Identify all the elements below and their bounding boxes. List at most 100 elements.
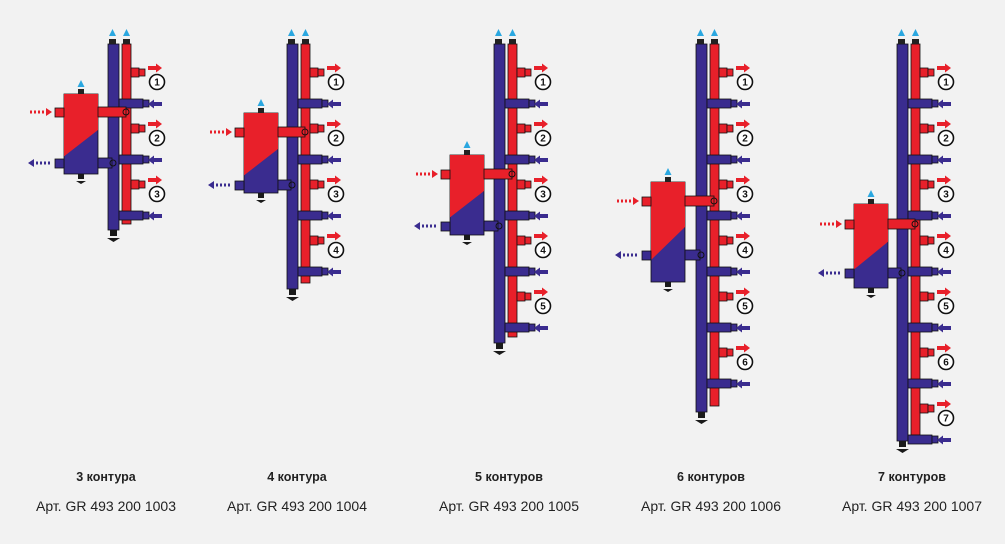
supply-outlet [920,292,928,301]
supply-outlet-end [318,125,324,132]
vent-cap [711,39,718,44]
circuit-number: 4 [333,246,339,257]
vent-cap [78,89,84,94]
return-arrow-icon-body [154,102,162,106]
circuit-number: 4 [943,246,949,257]
circuit-number: 7 [943,414,949,425]
air-vent-icon [288,29,295,36]
circuit-number: 3 [154,190,160,201]
arrow-dash [34,111,36,114]
supply-arrow-icon [736,178,744,182]
circuit-number: 3 [943,190,949,201]
return-inlet [707,211,731,220]
circuit-count-label: 6 контуров [611,470,811,484]
supply-outlet-end [525,293,531,300]
separator-supply-connection [278,127,305,137]
arrow-head [615,251,621,259]
circuit-number: 1 [742,78,748,89]
drain-tip [286,297,299,301]
return-inlet [505,99,529,108]
supply-arrow-icon-head [744,288,750,297]
vent-cap [509,39,516,44]
return-arrow-icon-body [540,158,548,162]
supply-arrow-icon-head [156,64,162,73]
article-number: Арт. GR 493 200 1005 [409,498,609,514]
arrow-dash [424,173,426,176]
vent-cap [288,39,295,44]
circuit-number: 4 [540,246,546,257]
supply-arrow-icon [937,234,945,238]
supply-outlet-end [139,69,145,76]
article-number: Арт. GR 493 200 1003 [6,498,206,514]
supply-outlet [517,68,525,77]
supply-arrow-icon-head [945,288,951,297]
arrow-dash [826,272,828,275]
drain-valve-icon [289,289,296,295]
supply-outlet-end [318,69,324,76]
supply-outlet [719,180,727,189]
air-vent-icon [868,190,875,197]
circuit-number: 6 [742,358,748,369]
circuit-number: 2 [154,134,160,145]
supply-outlet-end [928,69,934,76]
drain-tip [695,420,708,424]
return-header-pipe [108,44,119,230]
supply-outlet [131,180,139,189]
arrow-dash [416,173,418,176]
arrow-dash [832,223,834,226]
supply-arrow-icon [148,122,156,126]
arrow-dash [42,111,44,114]
circuit-number: 2 [540,134,546,145]
drain-valve-icon [698,412,705,418]
return-arrow-icon-body [742,214,750,218]
return-arrow-icon-body [742,158,750,162]
boiler-supply-arrow [210,128,232,136]
supply-arrow-icon-head [156,176,162,185]
return-arrow-icon-body [943,214,951,218]
return-inlet [707,267,731,276]
arrow-dash [623,254,625,257]
supply-arrow-icon [937,402,945,406]
drain-tip [76,181,86,184]
supply-arrow-icon [534,66,542,70]
return-inlet-end [731,156,737,163]
supply-header-pipe [710,44,719,406]
supply-outlet [131,124,139,133]
arrow-dash [224,184,226,187]
manifold-5-circuits: 12345 [414,29,551,355]
return-inlet [908,99,932,108]
return-arrow-icon-body [943,158,951,162]
return-inlet-end [932,436,938,443]
drain-tip [866,295,876,298]
return-inlet-end [529,156,535,163]
return-arrow-icon-body [943,102,951,106]
return-inlet-end [932,324,938,331]
supply-outlet-end [139,181,145,188]
supply-arrow-icon [148,66,156,70]
return-inlet [298,267,322,276]
supply-arrow-icon-head [335,120,341,129]
return-inlet [908,155,932,164]
supply-arrow-icon [327,122,335,126]
boiler-supply-arrow [617,197,639,205]
supply-arrow-icon [327,66,335,70]
supply-outlet-end [928,237,934,244]
manifold-3-circuits: 123 [28,29,165,242]
manifold-4-circuits: 1234 [208,29,344,301]
return-inlet-end [731,268,737,275]
return-inlet [908,379,932,388]
supply-arrow-icon [937,346,945,350]
air-vent-icon [912,29,919,36]
supply-outlet-end [727,293,733,300]
supply-arrow-icon-head [744,232,750,241]
arrow-dash [222,131,224,134]
supply-header-pipe [122,44,131,224]
supply-arrow-icon [534,290,542,294]
supply-arrow-icon [736,346,744,350]
supply-outlet-end [727,349,733,356]
drain-tip [663,289,673,292]
return-arrow-icon-body [742,382,750,386]
supply-outlet [517,124,525,133]
supply-arrow-icon [937,178,945,182]
